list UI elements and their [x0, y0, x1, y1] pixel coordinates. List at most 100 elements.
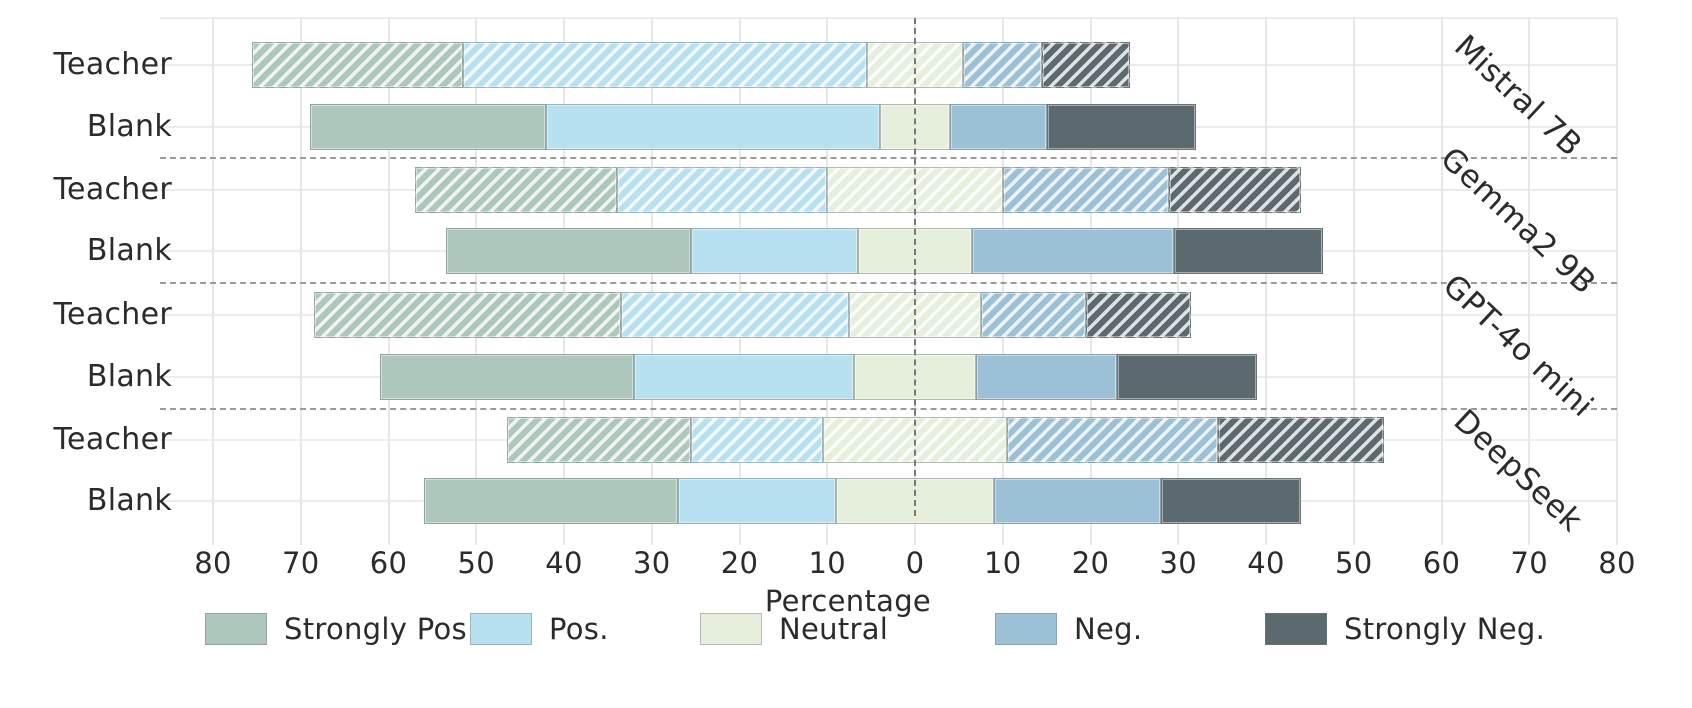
bar-segment [972, 228, 1174, 274]
row-label-blank: Blank [86, 109, 172, 144]
legend-label: Neutral [779, 612, 889, 646]
group-separator [160, 408, 1617, 410]
x-gridline [563, 18, 565, 545]
legend-swatch [1265, 613, 1327, 645]
bar-segment [963, 42, 1043, 88]
bar-segment [691, 228, 858, 274]
bar-segment [616, 167, 828, 213]
row-label-blank: Blank [86, 483, 172, 518]
x-tick-label: 70 [1510, 546, 1549, 580]
bar-gemma2-9b-teacher [414, 167, 1302, 213]
x-tick-label: 20 [1071, 546, 1110, 580]
bar-segment [634, 354, 854, 400]
bar-segment [950, 104, 1047, 150]
x-gridline [1177, 18, 1180, 545]
x-gridline [1001, 18, 1004, 545]
bar-segment [546, 104, 880, 150]
x-gridline [1089, 18, 1092, 545]
bar-segment [1086, 292, 1192, 338]
x-tick-label: 80 [194, 546, 232, 580]
bar-segment [1007, 417, 1218, 463]
row-label-teacher: Teacher [53, 172, 172, 207]
x-gridline [299, 18, 302, 545]
legend-item: Pos. [470, 609, 609, 649]
bar-segment [1002, 167, 1170, 213]
x-tick-label: 30 [632, 546, 671, 580]
bar-segment [414, 167, 617, 213]
x-tick-label: 60 [369, 546, 408, 580]
zero-line [914, 18, 916, 516]
x-gridline [650, 18, 653, 545]
bar-segment [993, 478, 1161, 524]
bar-deepseek-teacher [506, 417, 1385, 463]
legend-item: Neg. [995, 609, 1142, 649]
bar-gpt-4o-mini-blank [379, 354, 1258, 400]
bar-segment [976, 354, 1117, 400]
bar-segment [691, 417, 823, 463]
bar-segment [1217, 417, 1385, 463]
bar-segment [1173, 228, 1323, 274]
x-tick-label: 70 [281, 546, 320, 580]
x-tick-label: 10 [808, 546, 847, 580]
x-tick-label: 60 [1422, 546, 1461, 580]
x-gridline [1616, 18, 1618, 545]
legend-swatch [470, 613, 532, 645]
x-gridline [1528, 18, 1531, 545]
x-tick-label: 80 [1598, 546, 1636, 580]
row-label-teacher: Teacher [53, 422, 172, 457]
x-gridline [826, 18, 829, 545]
legend-label: Strongly Pos. [284, 612, 477, 646]
x-gridline [1265, 18, 1267, 545]
legend-label: Pos. [549, 612, 609, 646]
legend-label: Strongly Neg. [1344, 612, 1546, 646]
x-gridline [1352, 18, 1355, 545]
legend-swatch [700, 613, 762, 645]
bar-segment [445, 228, 692, 274]
bar-mistral-7b-teacher [252, 42, 1130, 88]
bar-segment [1169, 167, 1302, 213]
bar-gpt-4o-mini-teacher [313, 292, 1192, 338]
model-label: DeepSeek [1446, 402, 1590, 539]
model-label: Mistral 7B [1447, 28, 1589, 164]
plot-top-gridline [160, 17, 1617, 19]
bar-gemma2-9b-blank [445, 228, 1324, 274]
bar-segment [309, 104, 547, 150]
x-tick-label: 10 [983, 546, 1022, 580]
legend-item: Strongly Pos. [205, 609, 476, 649]
x-gridline [1440, 18, 1443, 545]
bar-segment [313, 292, 622, 338]
bar-segment [678, 478, 836, 524]
row-label-blank: Blank [86, 233, 172, 268]
legend-label: Neg. [1074, 612, 1143, 646]
bar-segment [980, 292, 1087, 338]
x-gridline [387, 18, 390, 545]
bar-segment [252, 42, 464, 88]
x-tick-label: 0 [905, 546, 925, 580]
x-tick-label: 20 [720, 546, 759, 580]
bar-segment [621, 292, 850, 338]
legend-swatch [995, 613, 1057, 645]
x-tick-label: 40 [545, 546, 583, 580]
bar-segment [1046, 104, 1196, 150]
legend-swatch [205, 613, 267, 645]
x-tick-label: 50 [1334, 546, 1373, 580]
bar-segment [423, 478, 679, 524]
x-tick-label: 40 [1247, 546, 1285, 580]
group-separator [160, 157, 1617, 159]
bar-segment [506, 417, 692, 463]
row-label-teacher: Teacher [53, 47, 172, 82]
x-tick-label: 30 [1159, 546, 1198, 580]
row-label-blank: Blank [86, 359, 172, 394]
bar-deepseek-blank [423, 478, 1302, 524]
legend-item: Strongly Neg. [1265, 609, 1545, 649]
legend-item: Neutral [700, 609, 888, 649]
x-tick-label: 50 [457, 546, 496, 580]
bar-mistral-7b-blank [309, 104, 1196, 150]
x-gridline [738, 18, 741, 545]
x-gridline [475, 18, 478, 545]
group-separator [160, 282, 1617, 284]
bar-segment [463, 42, 867, 88]
bar-segment [1116, 354, 1258, 400]
row-label-teacher: Teacher [53, 297, 172, 332]
